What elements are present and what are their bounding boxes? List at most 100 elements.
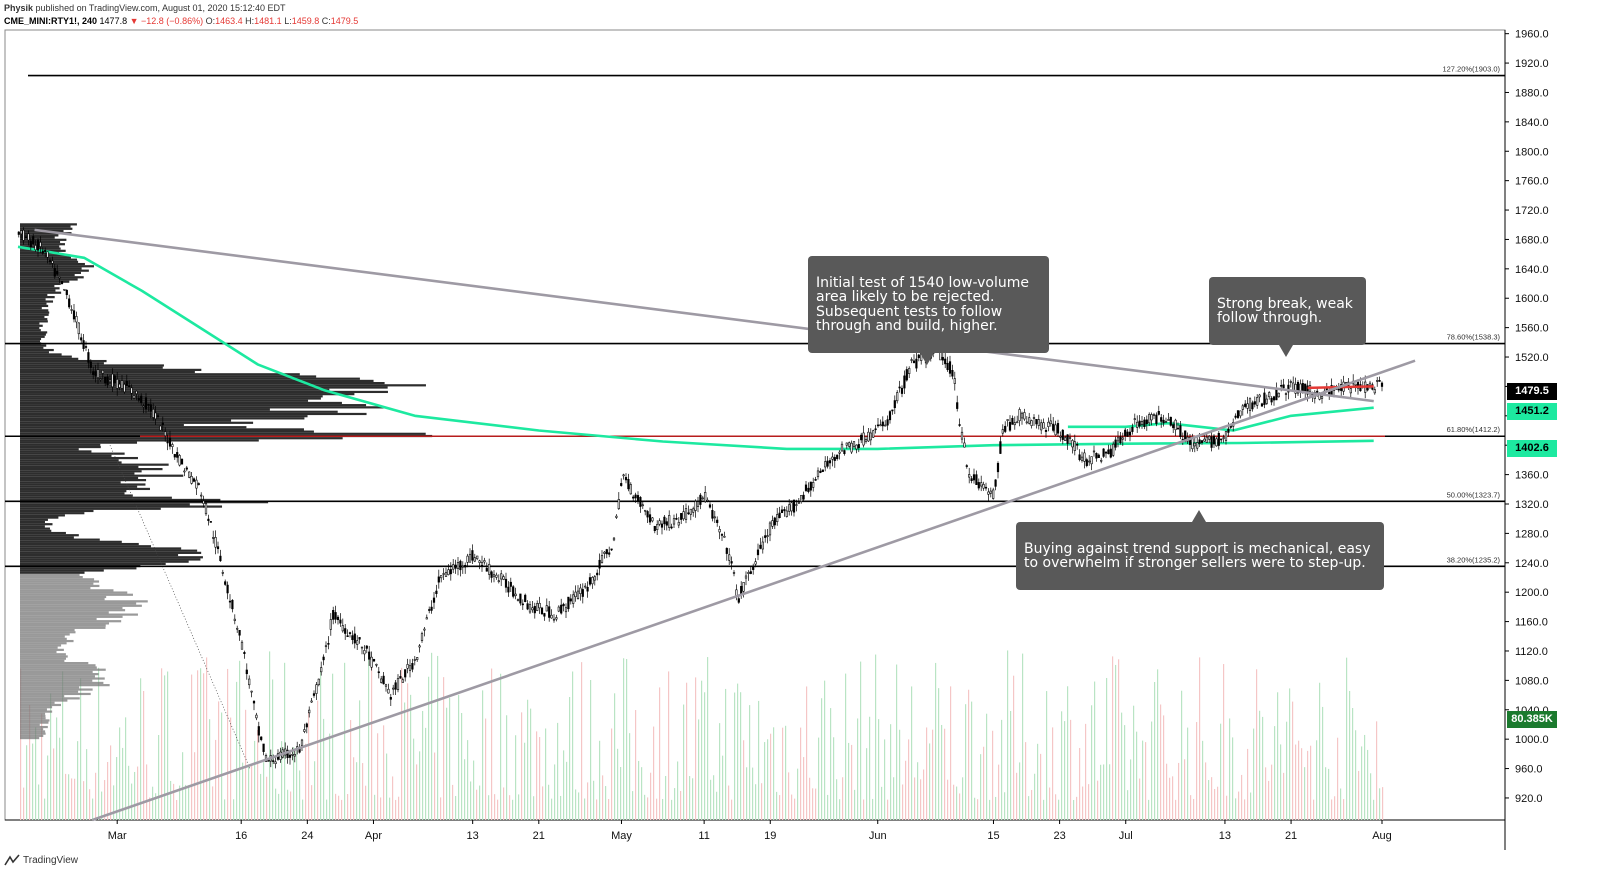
candle-body xyxy=(44,250,47,252)
candle-body xyxy=(608,552,611,555)
candle-body xyxy=(629,484,632,495)
candle-body xyxy=(984,486,988,489)
tradingview-logo[interactable]: TradingView xyxy=(4,854,78,866)
volume-bar xyxy=(683,704,685,820)
volume-profile-bar xyxy=(20,234,59,237)
volume-profile-bar xyxy=(20,569,104,572)
annotation-trend-support[interactable]: Buying against trend support is mechanic… xyxy=(1016,510,1384,590)
candle-body xyxy=(699,494,702,505)
candle-body xyxy=(396,678,400,691)
candle-body xyxy=(600,555,604,563)
volume-bar xyxy=(728,785,730,820)
candle-body xyxy=(387,688,390,694)
candle-body xyxy=(1205,436,1208,443)
candle-body xyxy=(1246,403,1249,409)
volume-bar xyxy=(1193,798,1195,820)
volume-bar xyxy=(1124,725,1126,820)
volume-profile-bar xyxy=(20,657,66,660)
volume-bar xyxy=(1154,682,1156,820)
candle-body xyxy=(1198,439,1201,444)
volume-bar xyxy=(734,692,736,820)
volume-profile-bar xyxy=(20,346,44,349)
candle-body xyxy=(857,444,860,449)
candle-body xyxy=(1011,417,1014,425)
volume-bar xyxy=(521,712,523,820)
volume-bar xyxy=(359,700,361,820)
volume-bar xyxy=(209,719,211,820)
volume-profile-bar xyxy=(20,525,45,528)
candle-body xyxy=(1042,422,1045,429)
annotation-strong-break[interactable]: Strong break, weak follow through. xyxy=(1209,277,1366,357)
candle-body xyxy=(207,518,210,521)
volume-profile-bar xyxy=(20,686,80,689)
volume-profile-bar xyxy=(20,573,80,577)
candle-body xyxy=(1292,382,1295,391)
volume-bar xyxy=(1091,705,1093,820)
candle-body xyxy=(449,569,452,575)
candle-body xyxy=(1368,382,1372,386)
volume-bar xyxy=(509,795,511,820)
volume-bar xyxy=(632,791,634,820)
volume-profile-bar xyxy=(20,584,100,588)
volume-profile-bar xyxy=(20,333,46,336)
volume-profile-bar xyxy=(20,540,122,543)
candle-body xyxy=(560,604,563,614)
volume-bar xyxy=(62,671,64,820)
volume-bar xyxy=(206,657,208,820)
annotation-initial-test[interactable]: Initial test of 1540 low-volume area lik… xyxy=(808,256,1049,365)
candle-body xyxy=(548,606,551,618)
volume-bar xyxy=(1160,704,1162,820)
candle-body xyxy=(404,669,407,678)
candle-body xyxy=(53,267,56,277)
candle-body xyxy=(56,271,59,275)
volume-profile-bar xyxy=(20,465,139,468)
candle-body xyxy=(392,687,395,690)
volume-bar xyxy=(1379,788,1381,820)
volume-bar xyxy=(446,707,448,820)
candle-body xyxy=(1148,414,1151,424)
volume-profile-bar xyxy=(20,368,202,371)
volume-bar xyxy=(119,727,121,820)
candle-body xyxy=(406,664,409,669)
candle-body xyxy=(164,431,167,437)
y-tick-label: 1000.0 xyxy=(1515,734,1549,746)
x-tick-label: Jul xyxy=(1119,830,1133,842)
candle-body xyxy=(346,635,349,638)
volume-bar xyxy=(557,722,559,820)
volume-bar xyxy=(962,777,964,820)
volume-bar xyxy=(476,789,478,820)
volume-bar xyxy=(269,651,271,820)
candle-body xyxy=(1270,397,1273,403)
y-tick-label: 1240.0 xyxy=(1515,558,1549,570)
candle-body xyxy=(408,665,412,671)
volume-bar xyxy=(311,785,313,820)
symbol-line: CME_MINI:RTY1!, 240 1477.8 ▼ −12.8 (−0.8… xyxy=(4,16,359,26)
volume-bar xyxy=(1061,711,1063,820)
volume-bar xyxy=(86,749,88,820)
candle-body xyxy=(305,723,308,728)
volume-bar xyxy=(767,739,769,820)
candle-body xyxy=(216,546,220,550)
volume-bar xyxy=(830,708,832,820)
y-tick-label: 1520.0 xyxy=(1515,352,1549,364)
y-tick-label: 920.0 xyxy=(1515,793,1543,805)
candle-body xyxy=(1260,403,1264,407)
volume-bar xyxy=(341,799,343,820)
candle-body xyxy=(116,379,119,389)
volume-profile-bar xyxy=(20,428,304,431)
volume-bar xyxy=(677,761,679,820)
candle-body xyxy=(864,438,868,442)
candle-body xyxy=(867,431,870,442)
volume-bar xyxy=(899,729,901,820)
volume-bar xyxy=(923,769,925,820)
volume-bar xyxy=(368,656,370,820)
candle-body xyxy=(910,359,913,361)
candle-body xyxy=(111,373,114,388)
volume-bar xyxy=(188,785,190,820)
volume-bar xyxy=(350,720,352,820)
volume-profile-bar xyxy=(20,582,94,585)
volume-profile-bar xyxy=(20,291,62,294)
volume-bar xyxy=(998,764,1000,820)
candle-body xyxy=(1116,437,1120,442)
